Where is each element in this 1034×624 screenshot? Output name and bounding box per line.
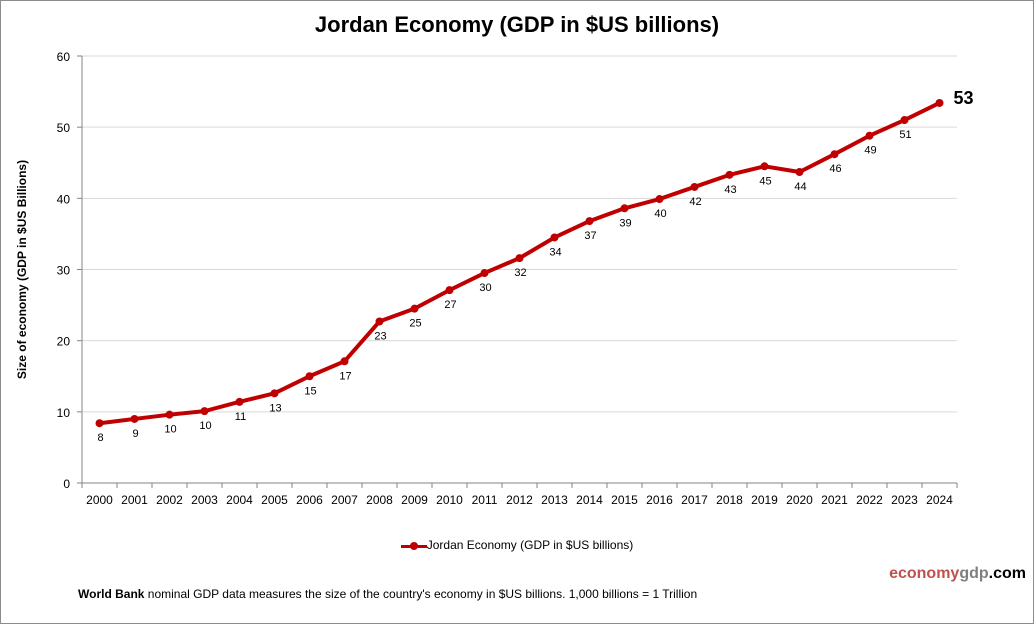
data-label: 8 <box>97 432 103 444</box>
data-point <box>130 414 139 423</box>
data-point <box>690 182 699 191</box>
y-tick-label: 60 <box>57 50 71 64</box>
data-point <box>620 204 629 213</box>
data-point <box>550 233 559 242</box>
x-tick-label: 2001 <box>121 493 148 507</box>
x-tick-label: 2013 <box>541 493 568 507</box>
x-tick-label: 2011 <box>472 493 498 507</box>
x-tick-label: 2020 <box>786 493 813 507</box>
y-tick-label: 10 <box>57 406 71 420</box>
data-label: 51 <box>899 129 911 141</box>
data-label: 10 <box>164 424 176 436</box>
data-point <box>410 304 419 313</box>
data-point <box>480 269 489 278</box>
data-point <box>305 372 314 381</box>
legend-swatch <box>400 540 427 552</box>
y-tick-label: 40 <box>57 192 71 206</box>
x-tick-label: 2002 <box>156 493 183 507</box>
x-tick-label: 2019 <box>751 493 778 507</box>
data-point <box>235 397 244 406</box>
data-point <box>830 150 839 159</box>
data-point <box>340 357 349 366</box>
data-label: 27 <box>444 299 456 311</box>
data-point <box>935 98 944 107</box>
data-point <box>655 195 664 204</box>
x-tick-label: 2018 <box>716 493 743 507</box>
legend: Jordan Economy (GDP in $US billions) <box>0 538 1034 552</box>
y-axis-title: Size of economy (GDP in $US Billions) <box>15 160 29 379</box>
x-tick-label: 2005 <box>261 493 288 507</box>
x-tick-label: 2006 <box>296 493 323 507</box>
data-label: 37 <box>584 230 596 242</box>
data-label: 13 <box>269 402 281 414</box>
data-label: 30 <box>479 282 491 294</box>
data-point <box>760 162 769 171</box>
x-tick-label: 2010 <box>436 493 463 507</box>
y-tick-label: 30 <box>57 264 71 278</box>
data-point <box>585 217 594 226</box>
x-tick-label: 2004 <box>226 493 253 507</box>
x-tick-label: 2000 <box>86 493 113 507</box>
x-tick-label: 2008 <box>366 493 393 507</box>
data-point <box>95 419 104 428</box>
data-label: 11 <box>235 411 246 423</box>
brand-logo: economygdp.com <box>889 565 1026 583</box>
chart-title: Jordan Economy (GDP in $US billions) <box>314 12 720 37</box>
data-label: 9 <box>132 428 138 440</box>
x-tick-label: 2015 <box>611 493 638 507</box>
legend-label: Jordan Economy (GDP in $US billions) <box>426 538 634 552</box>
data-label: 45 <box>759 175 771 187</box>
x-tick-label: 2017 <box>681 493 708 507</box>
x-tick-label: 2009 <box>401 493 428 507</box>
data-label: 34 <box>549 246 561 258</box>
data-point <box>270 389 279 398</box>
x-tick-label: 2012 <box>506 493 533 507</box>
data-point <box>165 410 174 419</box>
data-label: 39 <box>619 217 631 229</box>
footer-note: World Bank nominal GDP data measures the… <box>78 587 697 601</box>
data-label: 17 <box>339 370 351 382</box>
data-label: 42 <box>689 196 701 208</box>
brand-part3: .com <box>988 565 1026 582</box>
data-label: 23 <box>374 330 386 342</box>
footer-source: World Bank <box>78 587 145 601</box>
y-tick-label: 20 <box>57 335 71 349</box>
data-label: 40 <box>654 208 666 220</box>
data-point <box>725 170 734 179</box>
brand-part2: gdp <box>959 565 989 582</box>
data-point <box>865 131 874 140</box>
data-point <box>795 168 804 177</box>
data-point <box>445 286 454 295</box>
line-chart: 0 10 20 30 40 50 60 2000 2001 2002 2003 2004 2005 200… <box>15 50 974 507</box>
x-tick-label: 2022 <box>856 493 883 507</box>
data-point <box>375 317 384 326</box>
data-point <box>515 254 524 263</box>
y-tick-label: 0 <box>63 477 70 491</box>
y-tick-label: 50 <box>57 121 71 135</box>
data-label: 49 <box>864 145 876 157</box>
data-label: 32 <box>514 267 526 279</box>
x-tick-label: 2007 <box>331 493 358 507</box>
footer-text: nominal GDP data measures the size of th… <box>144 587 698 601</box>
data-label: 25 <box>409 318 421 330</box>
x-tick-label: 2023 <box>891 493 918 507</box>
series-line <box>99 101 941 426</box>
x-tick-label: 2024 <box>926 493 953 507</box>
data-label: 15 <box>304 385 316 397</box>
x-tick-label: 2021 <box>821 493 848 507</box>
data-point <box>900 116 909 125</box>
data-label: 10 <box>199 420 211 432</box>
data-point <box>200 407 209 416</box>
data-label: 53 <box>954 88 974 108</box>
x-tick-label: 2014 <box>576 493 603 507</box>
x-tick-label: 2003 <box>191 493 218 507</box>
data-label: 46 <box>829 163 841 175</box>
data-label: 43 <box>724 184 736 196</box>
x-tick-label: 2016 <box>646 493 673 507</box>
data-label: 44 <box>794 181 806 193</box>
brand-part1: economy <box>889 565 960 582</box>
